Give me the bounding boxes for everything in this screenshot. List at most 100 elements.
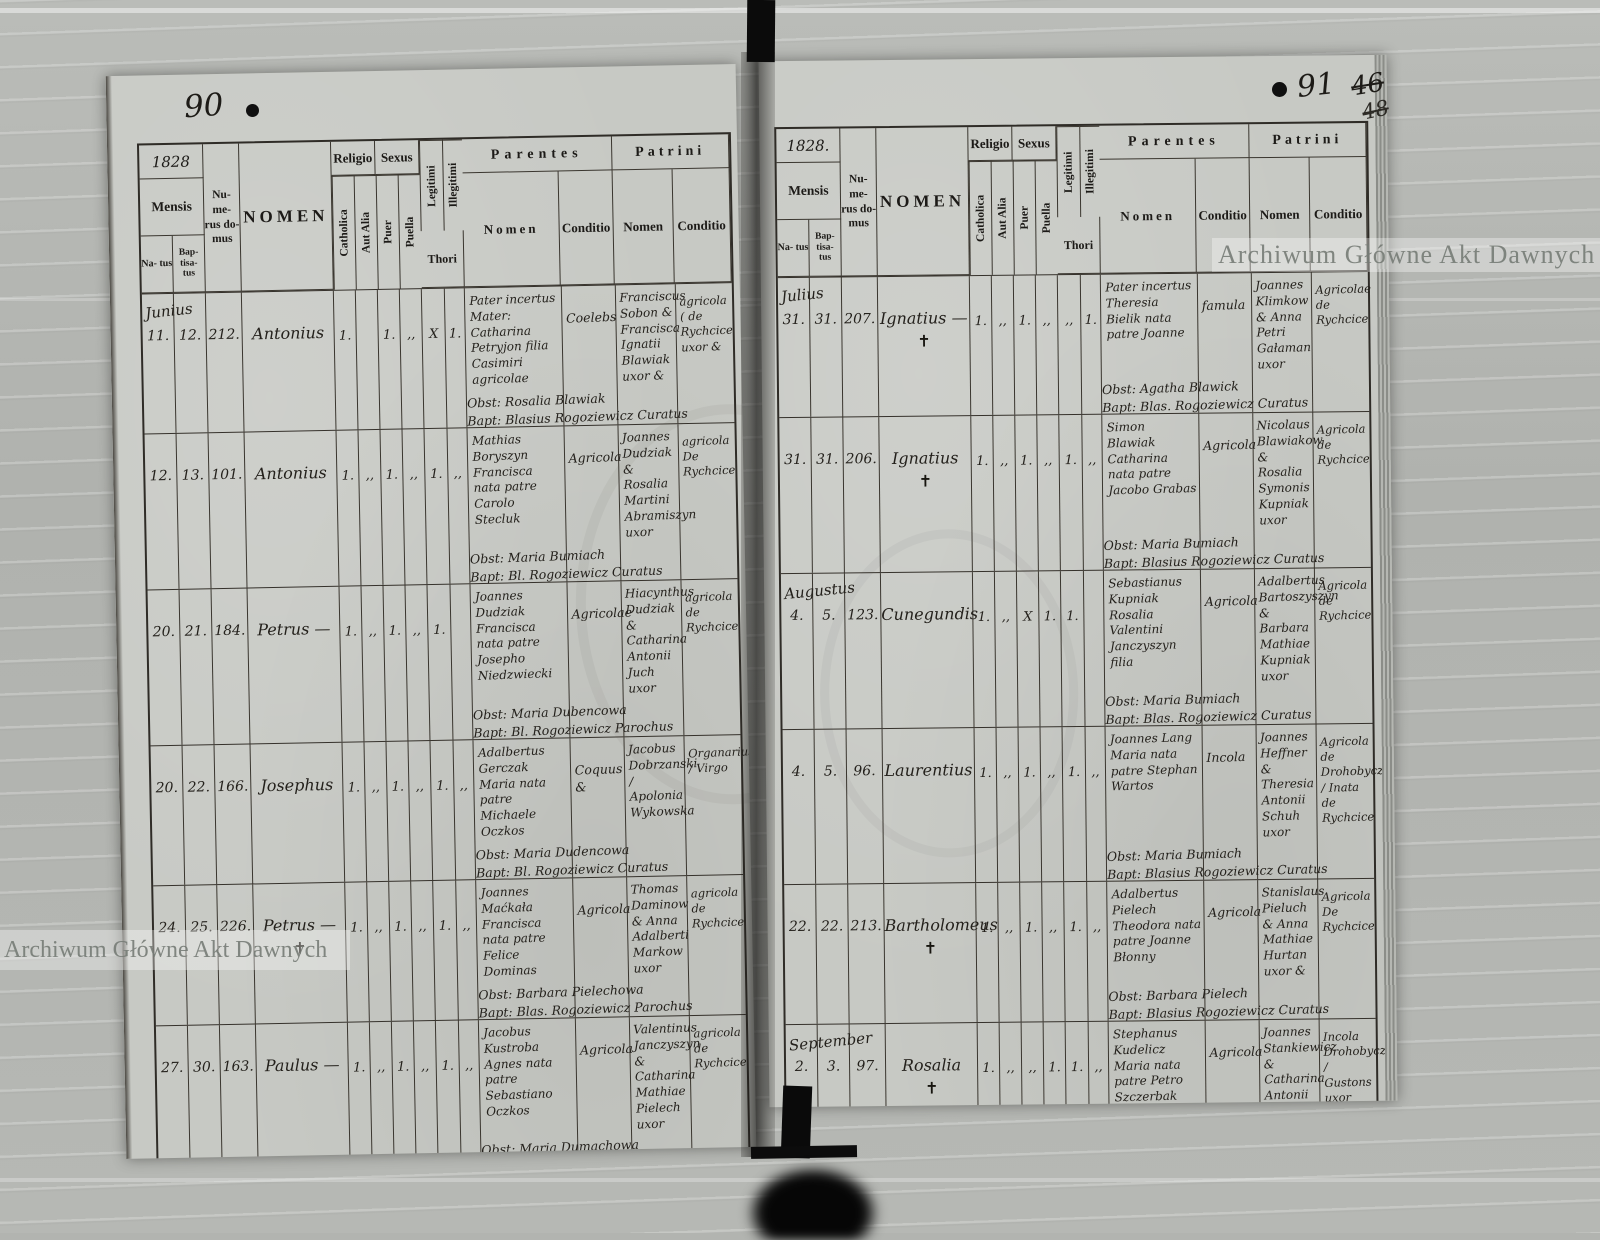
cell-puella-mark: ,, — [1041, 727, 1065, 882]
cell-illegitimi-mark: ,, — [1082, 415, 1104, 570]
parents-condition: Agricola — [1202, 880, 1259, 983]
parents-names: Pater incertus Theresia Bielik nata patr… — [1100, 273, 1199, 378]
header-year: 1828 — [139, 144, 204, 179]
register-table-left: 1828 Mensis Na- tus Bap- tisa- tus Nu- m… — [137, 132, 752, 1159]
cell-puer-mark: 1. — [1020, 883, 1043, 1022]
cell-legitimi-mark: 1. — [424, 429, 450, 584]
header-aut-alia: Aut Alia — [354, 175, 378, 289]
cell-legitimi-mark: 1. — [430, 740, 456, 879]
cell-catholica-mark: 1. — [337, 430, 362, 585]
natus-day: 12. — [150, 468, 173, 484]
cell-illegitimi-mark: ,, — [1087, 882, 1108, 1021]
cell-natus-day: 12. — [145, 434, 180, 589]
register-row: 27. 30. 163. Paulus — 1. ,, 1. ,, 1. ,, … — [156, 1014, 750, 1159]
cell-natus-day: 31. — [779, 418, 813, 573]
cell-parents-godparents: Simon Blawiak Catharina nata patre Jacob… — [1102, 412, 1371, 570]
godparents-condition: Agricolae de Rychcice — [1310, 271, 1370, 375]
godparents-names: Joannes Stankiewicz & Catharina Antonii … — [1258, 1019, 1321, 1107]
cell-aut-alia-mark: ,, — [993, 416, 1017, 571]
cell-baptisatus-day: 30. — [188, 1025, 224, 1159]
header-illegitimi: Illegitimi — [1079, 126, 1100, 217]
cell-parents-godparents: Adalbertus Pielech Theodora nata patre J… — [1107, 879, 1375, 1021]
header-thori: Thori — [421, 230, 465, 288]
parents-names: Joannes Dudziak Francisca nata patre Jos… — [469, 581, 569, 702]
parents-condition: Agricola — [1204, 1020, 1261, 1107]
parents-condition: Agricola — [574, 1016, 632, 1136]
godparents-names: Valentinus Janczyszyn & Catharina Mathia… — [628, 1015, 692, 1135]
cell-parents-godparents: Stephanus Kudelicz Maria nata patre Petr… — [1109, 1019, 1378, 1107]
cell-natus-day: 22. — [784, 885, 817, 1024]
register-row: 4. 5. 96. Laurentius 1. ,, 1. ,, 1. ,, J… — [783, 722, 1375, 884]
cell-puella-mark: ,, — [411, 881, 436, 1020]
cell-puella-mark: ,, — [405, 585, 430, 740]
natus-day: 31. — [783, 312, 805, 328]
child-name: Antonius — [252, 323, 324, 343]
folio-number-right: 91 — [1295, 66, 1337, 105]
godparents-condition: Agricola de Rychcice — [1311, 411, 1371, 530]
ink-dot — [246, 104, 259, 117]
archive-watermark-top-right: Archiwum Główne Akt Dawnych — [1212, 238, 1600, 272]
cell-parents-godparents: Pater incertus Mater: Catharina Petryjon… — [465, 283, 735, 427]
cell-legitimi-mark: 1. — [1066, 1022, 1091, 1107]
folio-number-left: 90 — [183, 87, 225, 126]
register-row: 22. 22. 213. Bartholomeus ✝ 1. ,, 1. ,, … — [784, 878, 1375, 1024]
cell-legitimi-mark: X — [422, 289, 448, 428]
cell-puer-mark: X — [1017, 571, 1041, 726]
parents-names: Joannes Maćkała Francisca nata patre Fel… — [475, 877, 575, 982]
cell-parents-godparents: Sebastianus Kupniak Rosalia Valentini Ja… — [1104, 568, 1373, 726]
header-catholica: Catholica — [332, 175, 356, 289]
cell-natus-day: 4. — [783, 729, 817, 884]
header-nomen: NOMEN — [876, 127, 970, 276]
parents-names: Simon Blawiak Catharina nata patre Jacob… — [1101, 413, 1200, 533]
cell-parents-godparents: Joannes Dudziak Francisca nata patre Jos… — [470, 579, 740, 739]
godparents-condition: agricola De Rychcice — [676, 423, 737, 543]
header-patrini: Patrini — [612, 134, 730, 170]
register-page-right: 1828. Mensis Na- tus Bap- tisa- tus Nu- … — [759, 55, 1398, 1108]
godparents-condition: Agricola De Rychcice — [1316, 879, 1376, 983]
death-cross-mark — [252, 797, 343, 799]
header-catholica: Catholica — [969, 161, 992, 275]
godparents-names: Adalbertus Bartoszyszyn & Barbara Mathia… — [1253, 568, 1316, 687]
register-row: Junius 11. 12. 212. Antonius 1. 1. ,, X … — [142, 282, 735, 433]
child-name: Ignatius — [892, 448, 959, 468]
header-patrini: Patrini — [1249, 123, 1366, 158]
register-row: September 2. 3. 97. Rosalia ✝ 1. ,, ,, 1… — [786, 1018, 1378, 1107]
header-legitimi: Legitimi — [1056, 126, 1080, 217]
cell-puella-mark: ,, — [1037, 415, 1061, 570]
bookmark-ribbon-top — [747, 0, 776, 62]
header-patrini-nomen: Nomen — [613, 169, 675, 284]
parents-condition: Coquus & — [569, 736, 627, 840]
cell-baptisatus-day: 22. — [183, 745, 218, 885]
cell-legitimi-mark: 1. — [1063, 726, 1088, 881]
table-body: Julius 31. 31. 207. Ignatius — ✝ 1. ,, 1… — [778, 271, 1378, 1107]
cell-puer-mark: 1. — [1015, 415, 1039, 570]
cell-house-number: 166. — [215, 744, 254, 884]
godparents-names: Jacobus Dobrzanski / Apolonia Wykowska — [623, 735, 687, 839]
cell-catholica-mark: 1. — [973, 572, 997, 727]
cell-aut-alia-mark: ,, — [1000, 1023, 1024, 1107]
cell-puella-mark: 1. — [1044, 1022, 1068, 1107]
header-natus: Na- tus — [141, 236, 174, 294]
header-puella: Puella — [398, 174, 422, 288]
parents-condition: Agricola — [1197, 413, 1254, 532]
cell-parents-godparents: Pater incertus Theresia Bielik nata patr… — [1101, 272, 1369, 414]
cell-child-name: Josephus — [251, 742, 346, 883]
parents-names: Adalbertus Gerczak Maria nata patre Mich… — [473, 737, 573, 842]
cell-illegitimi-mark: ,, — [1086, 726, 1108, 881]
cell-puella-mark: ,, — [1042, 883, 1065, 1022]
cell-catholica-mark: 1. — [970, 276, 993, 415]
godparents-names: Joannes Klimkow & Anna Petri Gałaman uxo… — [1250, 272, 1313, 376]
godparents-condition: agricola de Rychcice — [679, 578, 740, 698]
register-row: 12. 13. 101. Antonius 1. ,, 1. ,, 1. ,, … — [145, 422, 738, 589]
header-baptisatus: Bap- tisa- tus — [173, 235, 206, 293]
godparents-condition: agricola de Rychcice — [685, 874, 746, 978]
header-puer: Puer — [376, 175, 400, 289]
cell-legitimi-mark: ,, — [1058, 275, 1082, 414]
cell-aut-alia-mark: ,, — [997, 727, 1021, 882]
cell-catholica-mark: 1. — [342, 742, 367, 881]
godparents-condition: agricola de Rychcice — [688, 1014, 749, 1134]
cell-baptisatus-day: 31. — [811, 417, 845, 572]
godparents-condition: Agricola de Drohobycz / Inata de Rychcic… — [1314, 723, 1374, 842]
child-name: Josephus — [260, 774, 333, 794]
cell-puella-mark: ,, — [400, 289, 425, 428]
